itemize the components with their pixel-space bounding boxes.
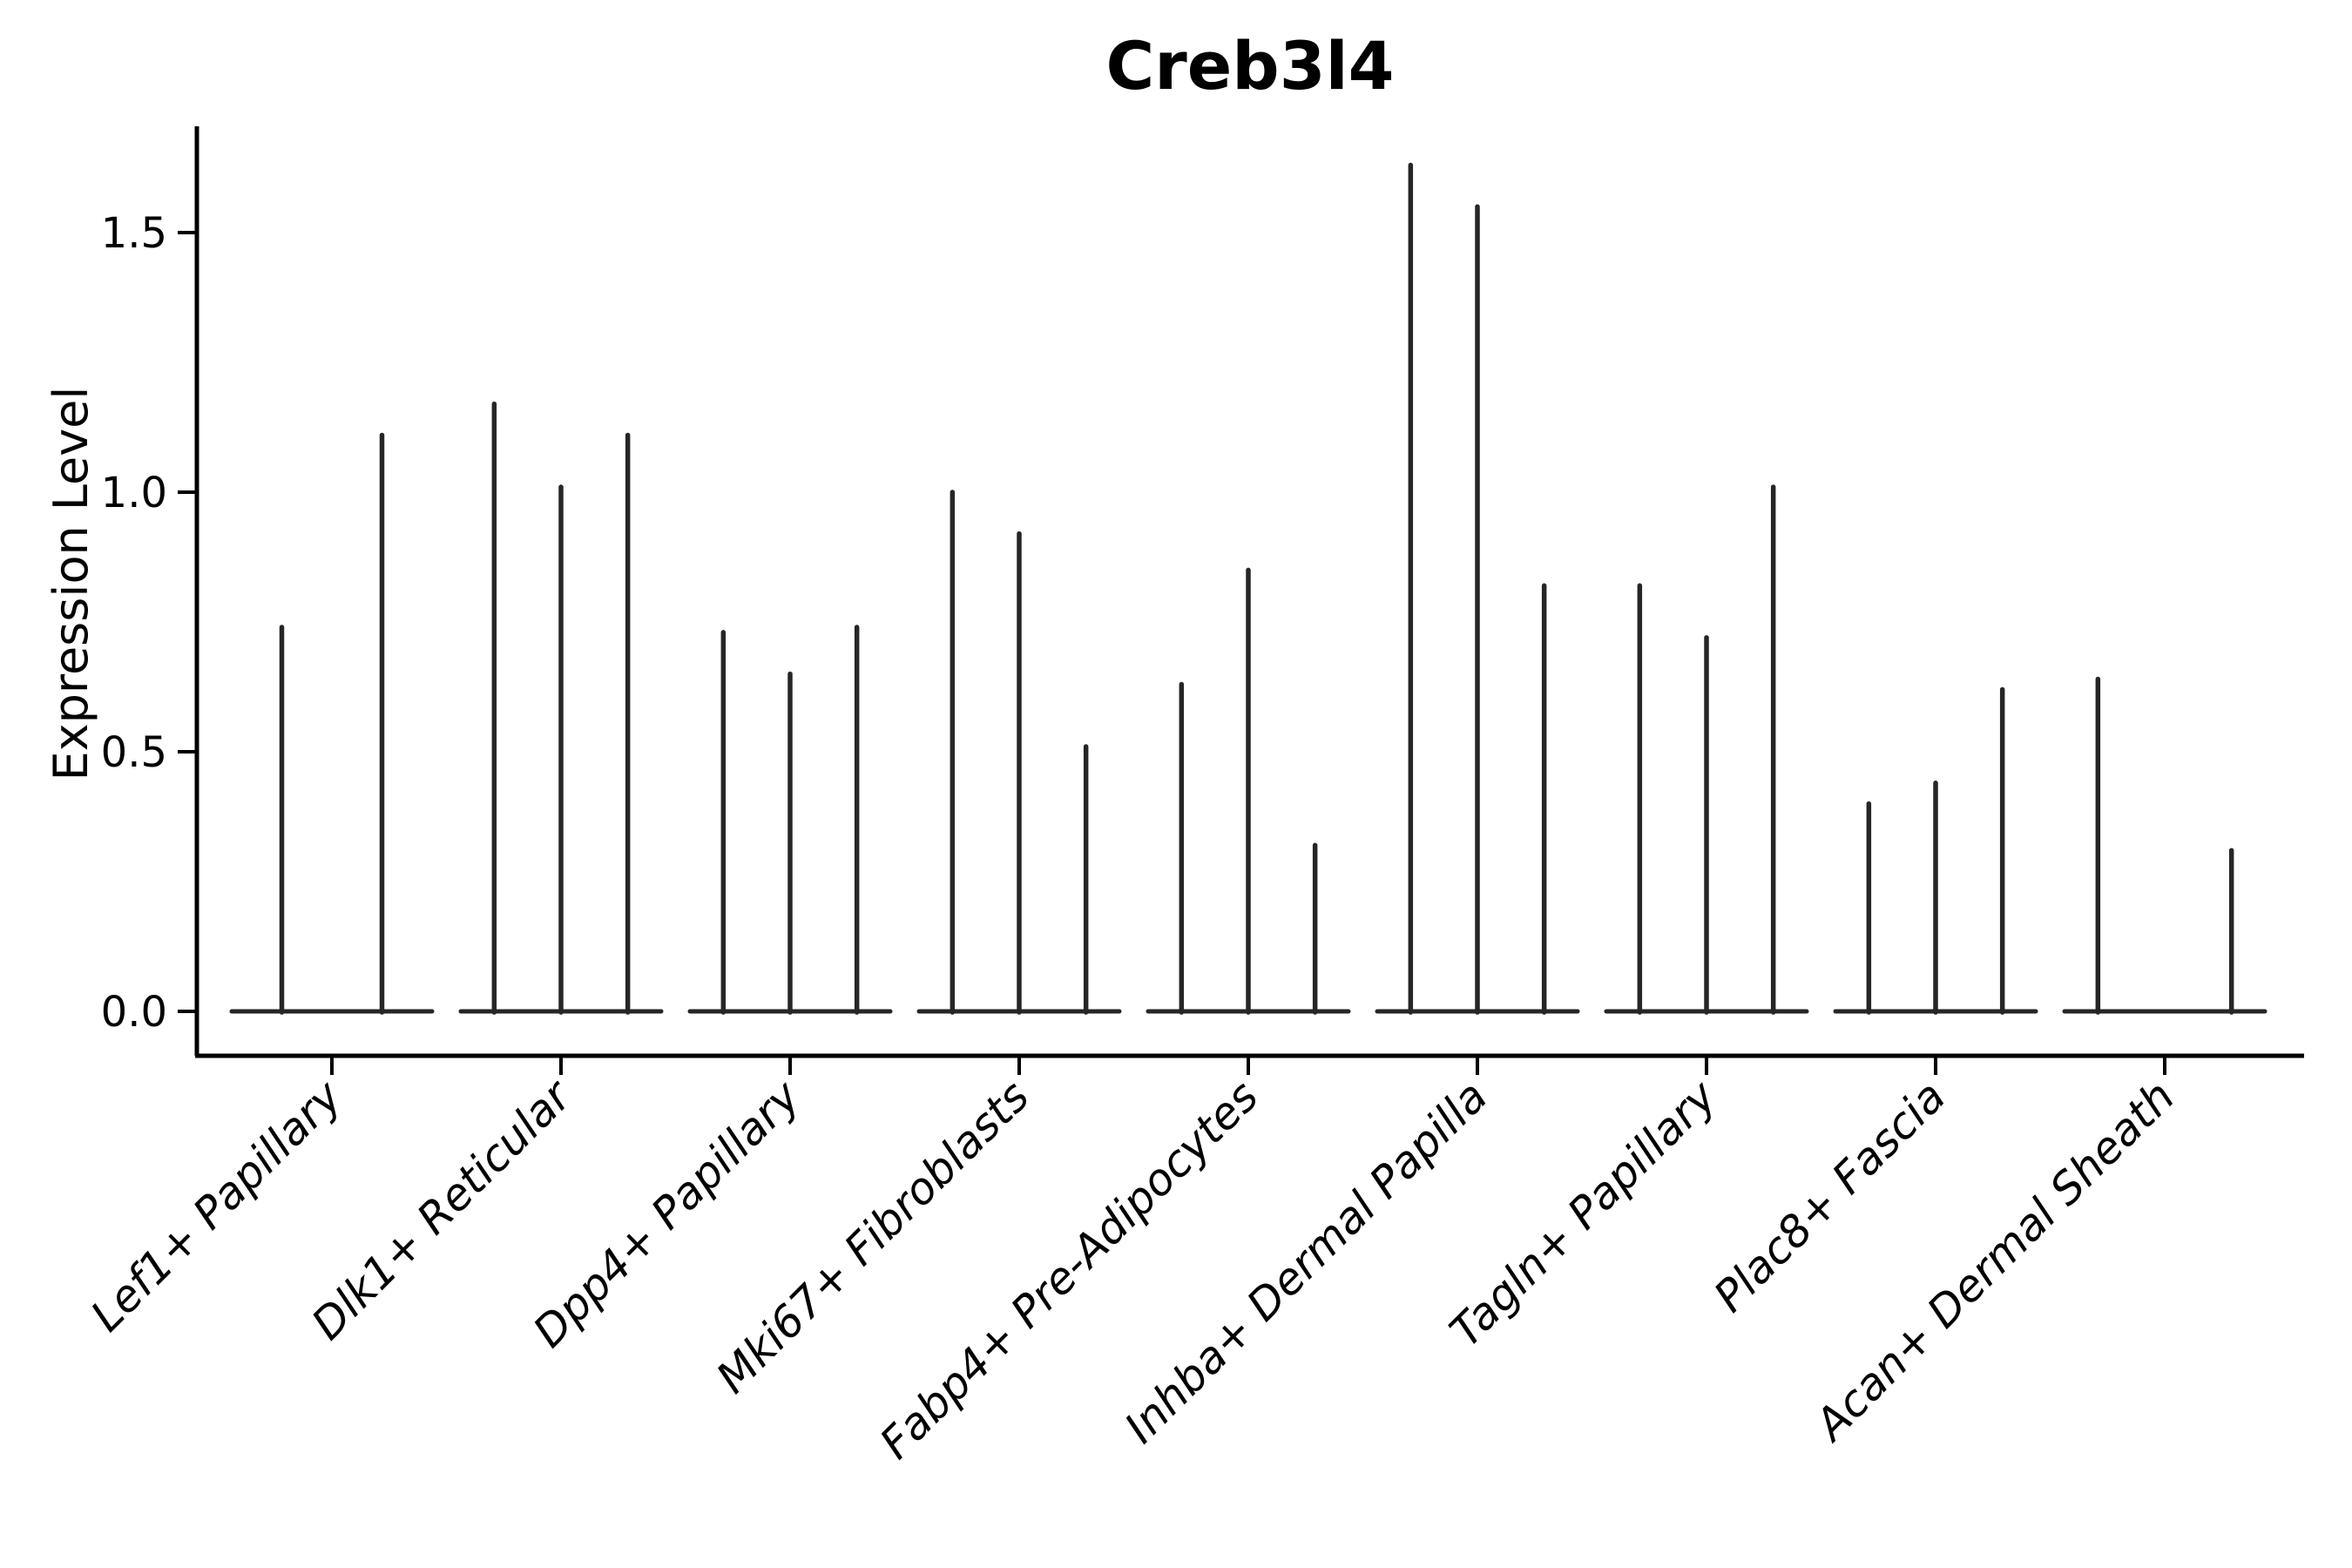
plot-title: Creb3l4 <box>1105 27 1394 105</box>
x-tick-label: Acan+ Dermal Sheath <box>1804 1071 2185 1451</box>
y-axis-label: Expression Level <box>44 387 98 781</box>
x-tick-label: Inhba+ Dermal Papilla <box>1115 1071 1497 1452</box>
y-tick-label: 1.0 <box>101 469 167 517</box>
violin-series <box>229 162 2268 1015</box>
y-axis-ticks: 0.0 0.5 1.0 1.5 <box>101 209 197 1037</box>
y-tick-label: 0.5 <box>101 728 167 777</box>
x-tick-label: Lef1+ Papillary <box>81 1070 352 1341</box>
y-tick-label: 0.0 <box>101 988 167 1037</box>
x-tick-label: Plac8+ Fascia <box>1705 1071 1956 1321</box>
y-tick-label: 1.5 <box>101 209 167 258</box>
x-tick-label: Fabp4+ Pre-Adipocytes <box>870 1071 1268 1469</box>
